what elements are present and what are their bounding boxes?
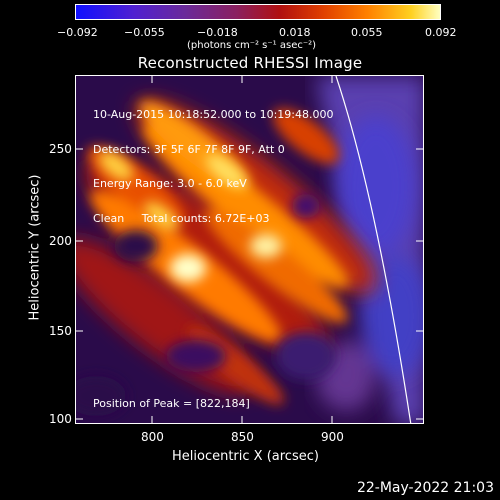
- info-time-range: 10-Aug-2015 10:18:52.000 to 10:19:48.000: [93, 108, 334, 121]
- y-tick-label: 200: [49, 234, 72, 248]
- x-axis-label: Heliocentric X (arcsec): [172, 449, 319, 464]
- colorbar: [75, 4, 441, 20]
- x-tick-label: 800: [141, 430, 164, 444]
- y-tick-label: 100: [49, 412, 72, 426]
- x-tick-label: 850: [231, 430, 254, 444]
- colorbar-tick: −0.018: [197, 26, 238, 39]
- info-energy-range: Energy Range: 3.0 - 6.0 keV: [93, 177, 247, 190]
- colorbar-tick: −0.055: [124, 26, 165, 39]
- colorbar-tick: 0.018: [279, 26, 311, 39]
- info-detectors: Detectors: 3F 5F 6F 7F 8F 9F, Att 0: [93, 142, 285, 156]
- y-tick-label: 250: [49, 142, 72, 156]
- plot-title: Reconstructed RHESSI Image: [137, 54, 363, 72]
- footer-date: 22-May-2022 21:03: [356, 480, 494, 496]
- solar-limb: [335, 76, 412, 423]
- rhessi-image: [76, 76, 423, 423]
- peak-position: Position of Peak = [822,184]: [93, 397, 250, 410]
- observation-info: 10-Aug-2015 10:18:52.000 to 10:19:48.000…: [93, 86, 334, 236]
- x-tick-label: 900: [321, 430, 344, 444]
- rhessi-image-plot: [75, 75, 424, 424]
- colorbar-tick: 0.092: [425, 26, 457, 39]
- y-axis-label: Heliocentric Y (arcsec): [27, 174, 43, 321]
- colorbar-tick: −0.092: [57, 26, 98, 39]
- y-tick-label: 150: [49, 324, 72, 338]
- info-total-counts: Clean Total counts: 6.72E+03: [93, 211, 270, 225]
- colorbar-unit-label: (photons cm⁻² s⁻¹ asec⁻²): [187, 40, 317, 51]
- colorbar-tick: 0.055: [351, 26, 383, 39]
